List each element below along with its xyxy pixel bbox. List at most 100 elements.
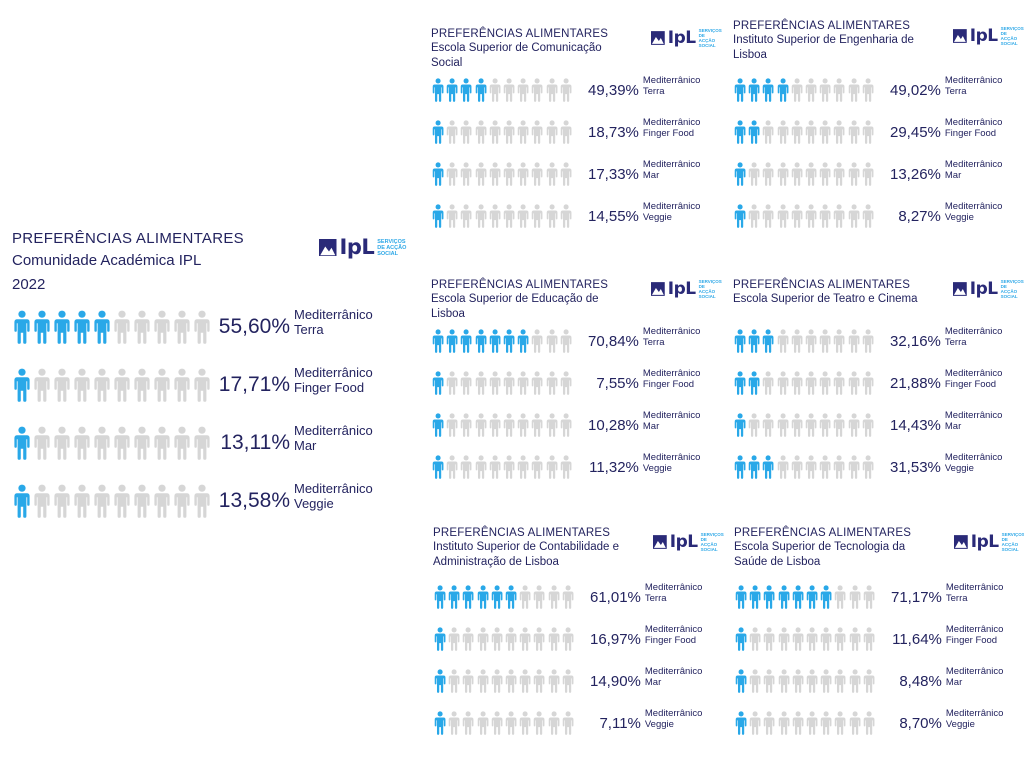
ipl-logo: IpL SERVIÇOS DE ACÇÃO SOCIAL	[954, 532, 1024, 552]
person-filled-icon	[763, 329, 774, 353]
person-empty-icon	[461, 413, 472, 437]
person-empty-icon	[791, 329, 803, 353]
person-filled-icon	[54, 310, 70, 344]
person-empty-icon	[519, 627, 531, 651]
person-filled-icon	[489, 329, 501, 353]
person-icons	[433, 711, 575, 735]
category-label: Mediterrânico Finger Food	[642, 367, 701, 391]
person-filled-icon	[735, 585, 747, 609]
person-filled-icon	[432, 120, 444, 144]
person-filled-icon	[517, 329, 529, 353]
person-empty-icon	[791, 78, 803, 102]
person-icons	[733, 162, 875, 186]
person-filled-icon	[749, 585, 761, 609]
person-filled-icon	[461, 329, 472, 353]
person-empty-icon	[489, 162, 501, 186]
chart-title: PREFERÊNCIAS ALIMENTARES	[431, 279, 609, 291]
person-empty-icon	[194, 426, 210, 460]
person-empty-icon	[819, 455, 831, 479]
person-filled-icon	[14, 484, 30, 518]
person-empty-icon	[54, 484, 70, 518]
person-filled-icon	[475, 78, 487, 102]
person-empty-icon	[532, 78, 543, 102]
person-icons	[733, 371, 875, 395]
person-empty-icon	[491, 711, 503, 735]
person-empty-icon	[503, 413, 515, 437]
person-empty-icon	[114, 426, 130, 460]
person-empty-icon	[503, 120, 515, 144]
percentage-label: 7,11%	[599, 714, 641, 732]
ipl-logo: IpL SERVIÇOS DE ACÇÃO SOCIAL	[319, 237, 406, 258]
person-empty-icon	[848, 371, 859, 395]
ipl-mark-icon	[651, 282, 665, 296]
person-empty-icon	[763, 120, 774, 144]
category-label: Mediterrânico Mar	[644, 665, 703, 689]
person-empty-icon	[489, 371, 501, 395]
school-panel: PREFERÊNCIAS ALIMENTARES Escola Superior …	[734, 527, 1024, 735]
percentage-label: 13,26%	[890, 165, 941, 183]
person-empty-icon	[114, 368, 130, 402]
person-empty-icon	[834, 329, 845, 353]
person-icons	[733, 78, 875, 102]
category-label: Mediterrânico Veggie	[642, 451, 701, 475]
chart-title: PREFERÊNCIAS ALIMENTARES	[733, 279, 911, 291]
person-filled-icon	[734, 413, 746, 437]
pictograph-row: 14,55% Mediterrânico Veggie	[431, 201, 700, 228]
ipl-mark-icon	[953, 29, 967, 43]
person-filled-icon	[778, 585, 790, 609]
person-filled-icon	[763, 78, 774, 102]
person-empty-icon	[805, 120, 817, 144]
person-empty-icon	[562, 585, 574, 609]
person-empty-icon	[834, 78, 845, 102]
person-filled-icon	[734, 329, 746, 353]
person-filled-icon	[735, 711, 747, 735]
person-empty-icon	[448, 669, 460, 693]
category-label: Mediterrânico Finger Food	[644, 623, 703, 647]
person-icons	[431, 78, 573, 102]
percentage-label: 13,58%	[218, 489, 290, 512]
person-empty-icon	[154, 310, 170, 344]
person-empty-icon	[792, 669, 804, 693]
pictograph-row: 13,26% Mediterrânico Mar	[733, 159, 1002, 186]
person-empty-icon	[532, 162, 543, 186]
person-empty-icon	[94, 426, 110, 460]
person-empty-icon	[446, 413, 458, 437]
person-filled-icon	[463, 585, 474, 609]
person-empty-icon	[848, 120, 859, 144]
person-icons	[734, 669, 876, 693]
person-empty-icon	[805, 329, 817, 353]
pictograph-row: 8,48% Mediterrânico Mar	[734, 666, 1003, 693]
person-icons	[431, 162, 573, 186]
person-empty-icon	[849, 585, 860, 609]
percentage-label: 16,97%	[590, 630, 641, 648]
person-empty-icon	[448, 711, 460, 735]
percentage-label: 7,55%	[596, 374, 639, 392]
person-empty-icon	[748, 162, 760, 186]
percentage-label: 17,33%	[588, 165, 639, 183]
person-empty-icon	[532, 120, 543, 144]
person-empty-icon	[546, 204, 557, 228]
person-empty-icon	[114, 484, 130, 518]
category-label: Mediterrânico Terra	[642, 74, 701, 98]
person-empty-icon	[819, 120, 831, 144]
person-empty-icon	[532, 371, 543, 395]
chart-subtitle: Escola Superior de Comunicação Social	[431, 42, 602, 69]
person-icons	[734, 627, 876, 651]
person-filled-icon	[734, 120, 746, 144]
pictograph-row: 14,90% Mediterrânico Mar	[433, 665, 703, 693]
percentage-label: 32,16%	[890, 332, 941, 350]
category-label: Mediterrânico Finger Food	[944, 367, 1003, 391]
ipl-mark-icon	[953, 282, 967, 296]
person-empty-icon	[505, 627, 517, 651]
ipl-logo: IpL SERVIÇOS DE ACÇÃO SOCIAL	[651, 28, 722, 48]
person-filled-icon	[434, 711, 446, 735]
person-filled-icon	[820, 585, 832, 609]
person-empty-icon	[532, 455, 543, 479]
person-empty-icon	[805, 371, 817, 395]
chart-subtitle: Escola Superior de Teatro e Cinema	[733, 293, 918, 305]
person-empty-icon	[791, 120, 803, 144]
person-empty-icon	[560, 204, 572, 228]
person-filled-icon	[748, 371, 760, 395]
percentage-label: 21,88%	[890, 374, 941, 392]
person-icons	[431, 329, 573, 353]
